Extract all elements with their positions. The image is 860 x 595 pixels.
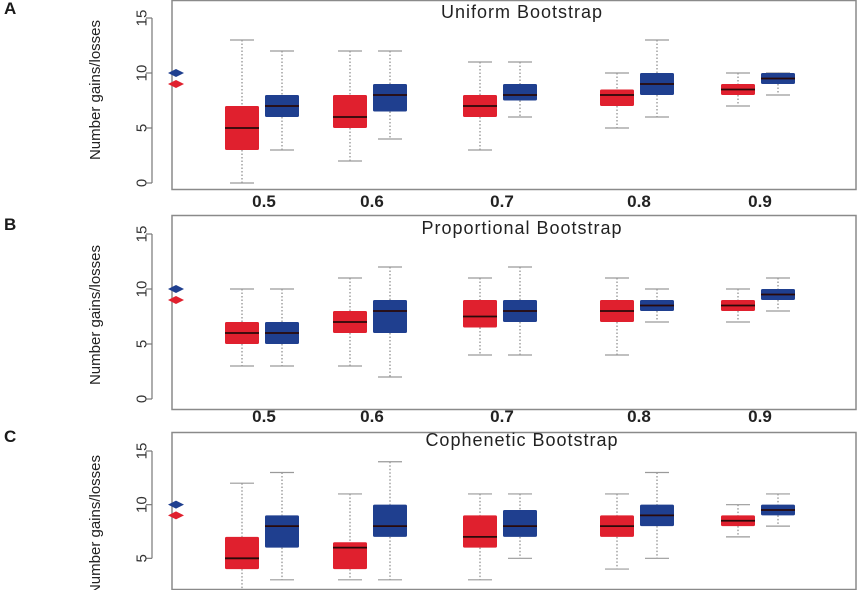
y-tick-label: 10 [134, 281, 151, 298]
x-tick-label: 0.9 [748, 407, 772, 426]
y-tick-label: 0 [134, 179, 151, 187]
reference-marker-blue [168, 285, 184, 293]
y-tick-label: 0 [134, 395, 151, 403]
box-red-0.8 [600, 277, 634, 356]
box-red-0.5 [225, 288, 259, 367]
box-iqr [503, 84, 537, 101]
box-red-0.8 [600, 493, 634, 570]
y-tick-label: 15 [134, 10, 151, 27]
reference-marker-red [168, 296, 184, 304]
x-tick-label: 0.8 [627, 192, 651, 211]
panel-title: Cophenetic Bootstrap [425, 430, 618, 450]
box-blue-0.7 [503, 266, 537, 356]
y-tick-label: 10 [134, 496, 151, 513]
box-iqr [373, 504, 407, 537]
box-iqr [333, 542, 367, 570]
x-tick-label: 0.6 [360, 192, 384, 211]
panel-letter: B [4, 215, 16, 234]
box-blue-0.9 [761, 277, 795, 312]
box-iqr [225, 536, 259, 570]
x-tick-label: 0.9 [748, 192, 772, 211]
box-blue-0.8 [640, 288, 674, 323]
box-blue-0.8 [640, 471, 674, 559]
y-tick-label: 15 [134, 226, 151, 243]
plot-frame [171, 214, 857, 411]
box-red-0.6 [333, 493, 367, 581]
reference-marker-red [168, 511, 184, 520]
box-red-0.6 [333, 277, 367, 367]
box-blue-0.6 [373, 461, 407, 581]
box-blue-0.9 [761, 493, 795, 527]
box-red-0.9 [721, 72, 755, 107]
x-tick-label: 0.7 [490, 192, 514, 211]
box-blue-0.5 [265, 288, 299, 367]
box-iqr [600, 89, 634, 106]
box-iqr [333, 95, 367, 128]
x-tick-label: 0.5 [252, 407, 276, 426]
box-red-0.9 [721, 288, 755, 323]
box-red-0.7 [463, 61, 497, 151]
panel-c: C Cophenetic Bootstrap Number gains/losses… [4, 427, 857, 595]
box-red-0.7 [463, 277, 497, 356]
box-iqr [503, 510, 537, 537]
box-red-0.9 [721, 504, 755, 538]
y-tick-label: 10 [134, 65, 151, 82]
y-tick-label: 5 [134, 554, 151, 562]
panel-title: Proportional Bootstrap [421, 218, 622, 238]
y-tick-label: 5 [134, 340, 151, 348]
reference-marker-blue [168, 500, 184, 509]
box-blue-0.6 [373, 50, 407, 140]
box-red-0.5 [225, 39, 259, 184]
box-blue-0.7 [503, 493, 537, 559]
y-axis-label: Number gains/losses [87, 455, 104, 590]
y-tick-label: 15 [134, 443, 151, 460]
x-tick-label: 0.7 [490, 407, 514, 426]
panel-a: A Uniform Bootstrap Number gains/losses 0 5 1… [4, 0, 857, 211]
y-axis-label: Number gains/losses [87, 20, 104, 160]
plot-frame [171, 0, 857, 191]
box-blue-0.7 [503, 61, 537, 118]
box-iqr [373, 300, 407, 333]
x-tick-label: 0.6 [360, 407, 384, 426]
reference-marker-blue [168, 69, 184, 77]
reference-marker-red [168, 80, 184, 88]
box-iqr [373, 84, 407, 112]
box-blue-0.9 [761, 72, 795, 96]
box-iqr [463, 300, 497, 328]
panel-letter: C [4, 427, 16, 446]
x-tick-label: 0.5 [252, 192, 276, 211]
box-iqr [463, 515, 497, 548]
box-blue-0.5 [265, 50, 299, 151]
panel-title: Uniform Bootstrap [441, 2, 603, 22]
box-blue-0.8 [640, 39, 674, 118]
y-tick-label: 5 [134, 124, 151, 132]
box-red-0.7 [463, 493, 497, 581]
panel-letter: A [4, 0, 16, 18]
box-blue-0.6 [373, 266, 407, 378]
x-tick-label: 0.8 [627, 407, 651, 426]
box-red-0.8 [600, 72, 634, 129]
box-blue-0.5 [265, 471, 299, 581]
panel-b: B Proportional Bootstrap Number gains/loss… [4, 214, 857, 426]
box-red-0.6 [333, 50, 367, 162]
y-axis-label: Number gains/losses [87, 245, 104, 385]
box-iqr [265, 515, 299, 548]
box-red-0.5 [225, 482, 259, 595]
